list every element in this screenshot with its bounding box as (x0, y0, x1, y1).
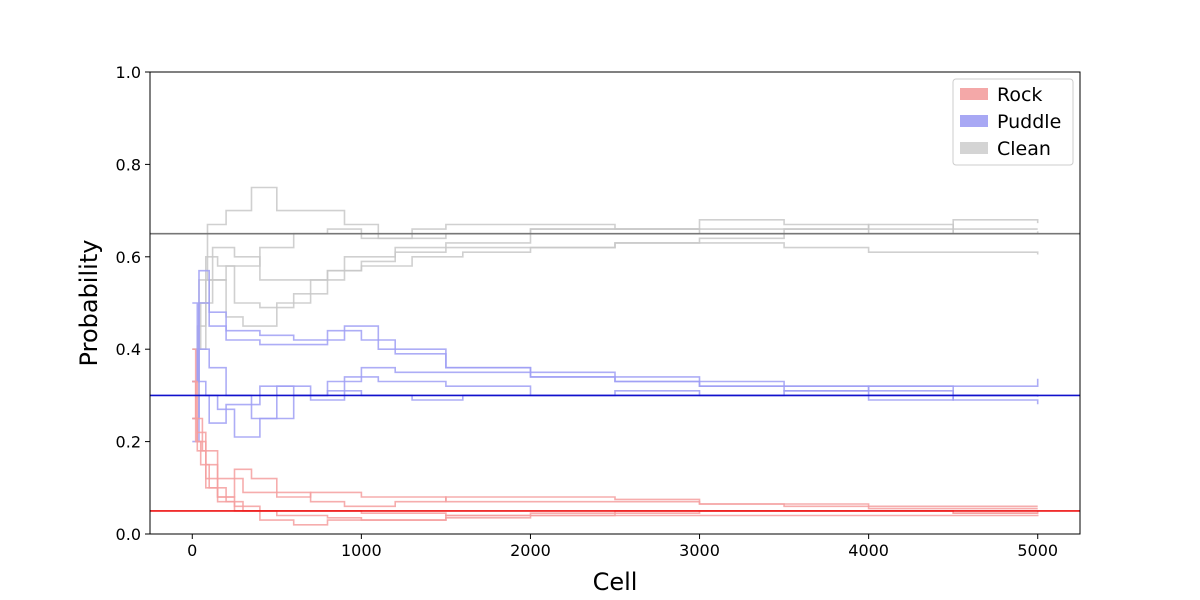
series-line-clean-2 (192, 186, 1038, 383)
x-tick-label: 0 (187, 541, 197, 560)
y-axis-label: Probability (75, 240, 103, 367)
x-axis-label: Cell (593, 568, 638, 596)
y-tick-label: 0.2 (116, 433, 141, 452)
x-tick-label: 2000 (510, 541, 551, 560)
series-line-rock-14 (192, 417, 1038, 510)
y-tick-label: 1.0 (116, 63, 141, 82)
series-line-clean-5 (192, 231, 1039, 350)
series-line-puddle-8 (192, 269, 1038, 420)
x-tick-label: 5000 (1017, 541, 1058, 560)
legend-label-rock: Rock (997, 84, 1042, 106)
series-line-clean-1 (192, 219, 1039, 383)
legend: Rock Puddle Clean (952, 78, 1074, 166)
plot-frame (149, 71, 1081, 535)
x-tick-label: 3000 (679, 541, 720, 560)
y-tick-label: 0.4 (116, 340, 141, 359)
x-axis-ticks: 0 1000 2000 3000 4000 5000 (187, 534, 1058, 560)
x-tick-label: 1000 (341, 541, 382, 560)
reference-lines (150, 232, 1080, 512)
series-line-puddle-9 (192, 385, 1039, 443)
series-layer (192, 186, 1039, 526)
series-line-puddle-10 (192, 348, 1039, 420)
legend-label-puddle: Puddle (997, 111, 1061, 133)
series-line-puddle-7 (192, 302, 1039, 405)
series-line-puddle-6 (192, 302, 1038, 438)
y-tick-label: 0.6 (116, 248, 141, 267)
y-tick-label: 0.8 (116, 155, 141, 174)
y-axis-ticks: 0.0 0.2 0.4 0.6 0.8 1.0 (116, 63, 150, 544)
legend-swatch-rock (960, 88, 988, 100)
legend-swatch-puddle (960, 115, 988, 127)
series-line-clean-4 (192, 223, 1039, 383)
y-tick-label: 0.0 (116, 525, 141, 544)
x-tick-label: 4000 (848, 541, 889, 560)
legend-label-clean: Clean (997, 138, 1051, 160)
series-line-rock-15 (192, 380, 1039, 517)
legend-swatch-clean (960, 142, 988, 154)
